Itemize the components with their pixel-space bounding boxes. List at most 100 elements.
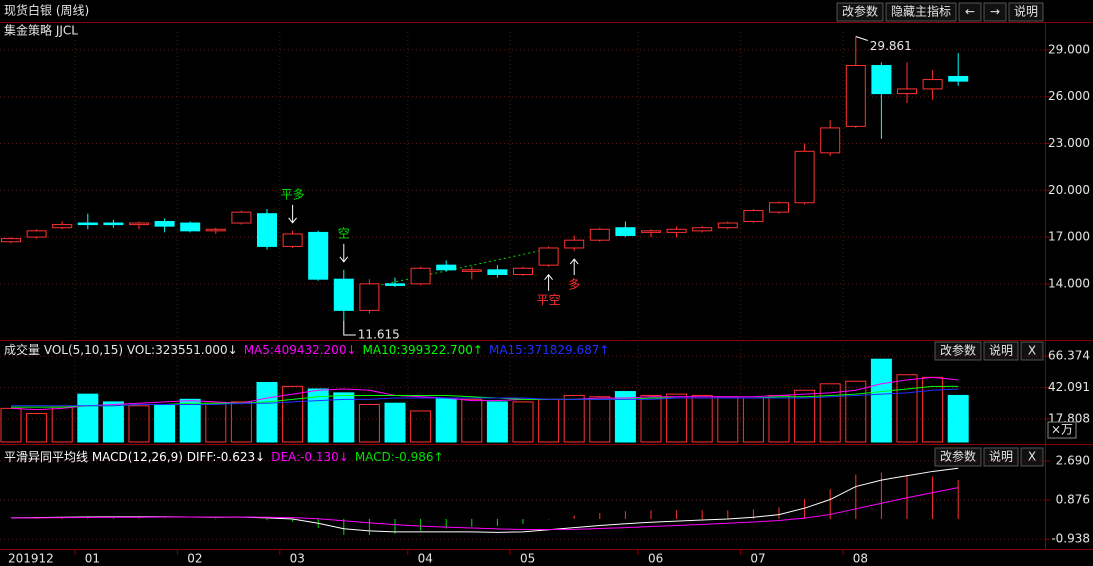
button-label: → (990, 5, 1000, 19)
candle-body (871, 65, 892, 95)
button[interactable]: ← (958, 2, 982, 22)
candle-body (948, 75, 969, 82)
button[interactable]: X (1020, 341, 1044, 361)
x-tick-label: 02 (187, 552, 202, 566)
legend: 成交量 VOL(5,10,15) VOL:323551.000↓ MA5:4094… (4, 342, 609, 357)
candle-body (820, 127, 841, 154)
volume-bar (205, 402, 227, 443)
y-tick-label: 14.000 (1048, 276, 1090, 290)
candle-body (769, 202, 789, 213)
x-tick-label: 08 (853, 552, 868, 566)
candle-body (26, 230, 47, 238)
volume-bar (947, 394, 969, 443)
unit-box (1047, 421, 1077, 439)
volume-bar (538, 398, 560, 443)
button[interactable]: 说明 (1008, 2, 1044, 22)
y-tick-label: 66.374 (1048, 349, 1090, 363)
candle-body (231, 211, 252, 224)
volume-bar (794, 389, 816, 443)
button-frame (983, 447, 1019, 467)
signal-arrowhead (544, 273, 553, 281)
volume-bar (691, 394, 713, 443)
candle-body (513, 267, 533, 276)
series-line (11, 487, 959, 531)
y-tick-label: 17.000 (1048, 230, 1090, 244)
button-label: 说明 (989, 343, 1013, 358)
button-frame (983, 2, 1007, 22)
button[interactable]: 说明 (983, 447, 1019, 467)
candle-body (461, 269, 482, 272)
y-tick-label: 29.000 (1048, 42, 1090, 56)
candle-body (257, 213, 277, 247)
volume-bar (896, 374, 918, 443)
legend-entry: MA5:409432.200↓ (244, 343, 357, 357)
min-label: 11.615 (358, 328, 400, 342)
volume-bar (128, 405, 150, 443)
volume-bar (307, 388, 329, 443)
button[interactable]: X (1020, 447, 1044, 467)
candle-body (308, 231, 329, 280)
y-tick-label: 26.000 (1048, 89, 1090, 103)
legend: 平滑异同平均线 MACD(12,26,9) DIFF:-0.623↓ DEA:-0… (4, 450, 444, 464)
y-tick-label: 0.876 (1056, 493, 1090, 507)
volume-bar (666, 393, 688, 443)
button-label: X (1028, 450, 1036, 464)
signal-arrowhead (569, 258, 579, 265)
volume-bar (256, 382, 278, 443)
volume-bar (358, 403, 380, 443)
unit-label: ×万 (1051, 423, 1073, 437)
button-frame (934, 341, 982, 361)
button-frame (1008, 2, 1044, 22)
volume-bar (102, 401, 124, 443)
candle-body (129, 222, 149, 226)
candle-body (487, 269, 508, 276)
volume-bar (640, 394, 662, 443)
max-label: 29.861 (870, 39, 912, 53)
legend-entry: 平滑异同平均线 MACD(12,26,9) DIFF:-0.623↓ (4, 450, 265, 464)
volume-bar (870, 358, 892, 443)
max-pointer (855, 36, 868, 41)
candle-body (52, 224, 73, 229)
chart-title: 现货白银 (周线) (4, 3, 89, 18)
candle-body (436, 264, 457, 271)
button[interactable]: 改参数 (934, 341, 982, 361)
volume-bar (410, 410, 432, 443)
signal-label: 平多 (281, 187, 305, 201)
button-frame (958, 2, 982, 22)
y-tick-label: 2.690 (1056, 453, 1090, 467)
button-label: 改参数 (940, 449, 976, 464)
button[interactable]: 隐藏主指标 (885, 2, 957, 22)
candle-body (692, 227, 713, 232)
legend-entry: MA15:371829.687↑ (489, 343, 609, 357)
button-frame (836, 2, 884, 22)
candle-body (180, 222, 201, 232)
button-label: ← (965, 5, 975, 19)
x-tick-label: 03 (290, 552, 305, 566)
volume-bar (0, 407, 22, 443)
button[interactable]: 改参数 (836, 2, 884, 22)
button-label: X (1028, 344, 1036, 358)
volume-bar (333, 392, 355, 443)
x-tick-label: 04 (418, 552, 433, 566)
volume-bar (563, 394, 585, 443)
series-line (11, 388, 959, 407)
y-tick-label: 23.000 (1048, 136, 1090, 150)
candle-body (564, 239, 585, 249)
signal-label: 多 (568, 278, 580, 292)
signal-arrowhead (288, 217, 297, 224)
volume-bar (512, 401, 534, 443)
candle-body (717, 222, 738, 229)
legend-entry: 成交量 VOL(5,10,15) VOL:323551.000↓ (4, 342, 238, 357)
x-tick-label: 07 (750, 552, 765, 566)
series-line (10, 376, 959, 411)
button[interactable]: 改参数 (934, 447, 982, 467)
button[interactable]: 说明 (983, 341, 1019, 361)
button-frame (1020, 341, 1044, 361)
candle-body (922, 79, 943, 90)
candle-body (743, 210, 764, 222)
candle-body (359, 283, 380, 311)
candle-body (794, 150, 815, 204)
button[interactable]: → (983, 2, 1007, 22)
x-tick-label: 05 (520, 552, 535, 566)
